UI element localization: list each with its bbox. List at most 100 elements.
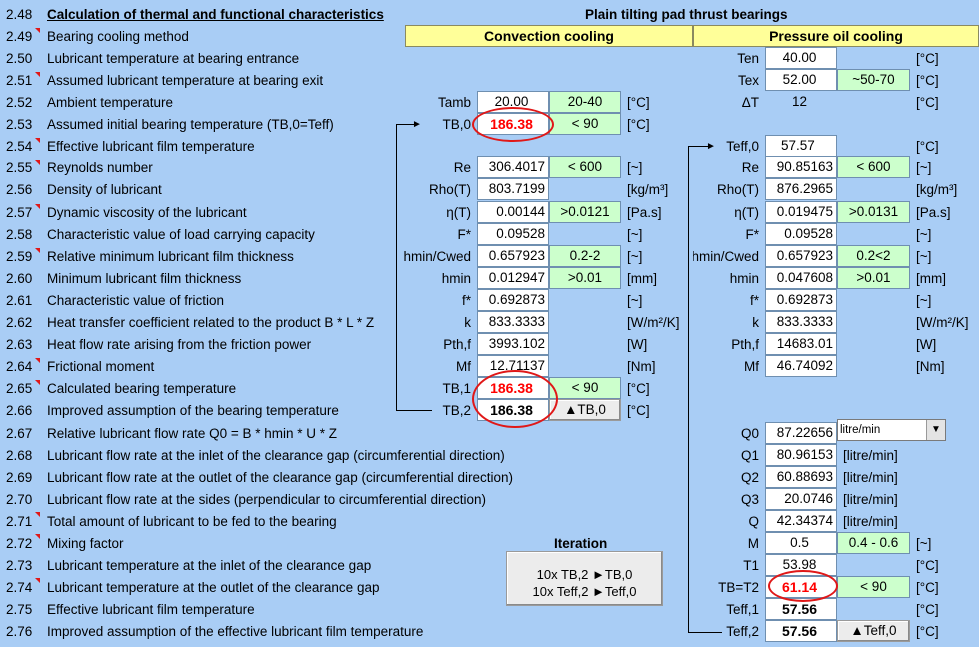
highlight-ellipse xyxy=(472,107,554,142)
press-rho-value: 876.2965 xyxy=(765,178,837,200)
teff0-value[interactable]: 57.57 xyxy=(765,135,837,157)
m-label: M xyxy=(747,536,759,551)
press-pth-value: 14683.01 xyxy=(765,333,837,355)
row-description: Ambient temperature xyxy=(47,95,174,110)
press-mf-value: 46.74092 xyxy=(765,355,837,377)
press-re-label: Re xyxy=(741,160,759,175)
ten-label: Ten xyxy=(737,51,759,66)
comment-marker-icon xyxy=(35,28,40,33)
row-description: Lubricant temperature at the outlet of t… xyxy=(47,580,380,595)
q2-value: 60.88693 xyxy=(765,466,837,488)
comment-marker-icon xyxy=(35,160,40,165)
tb2-unit: [°C] xyxy=(627,403,650,418)
tb1-range: < 90 xyxy=(549,377,621,399)
teff1-unit: [°C] xyxy=(916,602,939,617)
tex-input[interactable]: 52.00 xyxy=(765,69,837,91)
conv-k-unit: [W/m²/K] xyxy=(627,315,680,330)
t2-unit: [°C] xyxy=(916,580,939,595)
conv-eta-range: >0.0121 xyxy=(549,201,621,223)
iteration-title: Iteration xyxy=(554,536,608,551)
tamb-unit: [°C] xyxy=(627,95,650,110)
press-hmin-unit: [mm] xyxy=(916,271,946,286)
comment-marker-icon xyxy=(35,512,40,517)
row-description: Assumed lubricant temperature at bearing… xyxy=(47,73,324,88)
iteration-line-1: 10x TB,2 ►TB,0 xyxy=(536,567,633,582)
teff2-unit: [°C] xyxy=(916,624,939,639)
press-mf-unit: [Nm] xyxy=(916,359,945,374)
row-number: 2.66 xyxy=(6,403,33,418)
conv-hmin-range: >0.01 xyxy=(549,267,621,289)
q1-value: 80.96153 xyxy=(765,444,837,466)
row-description: Characteristic value of friction xyxy=(47,293,225,308)
row-description: Improved assumption of the bearing tempe… xyxy=(47,403,339,418)
press-hmincwed-label: hmin/Cwed xyxy=(693,249,759,264)
tb2-label: TB,2 xyxy=(442,403,471,418)
copy-teff2-to-teff0-button[interactable]: ▲Teff,0 xyxy=(837,620,910,642)
tamb-input[interactable]: 20.00 xyxy=(477,91,549,113)
q0-value: 87.22656 xyxy=(765,422,837,444)
press-fstar-unit: [~] xyxy=(916,293,932,308)
row-number: 2.67 xyxy=(6,426,33,441)
conv-loop-arrow-icon: ► xyxy=(412,119,422,130)
row-description: Lubricant temperature at bearing entranc… xyxy=(47,51,300,66)
comment-marker-icon xyxy=(35,204,40,209)
teff1-value: 57.56 xyxy=(765,598,837,620)
chevron-down-icon[interactable]: ▼ xyxy=(926,420,945,440)
q2-unit: [litre/min] xyxy=(843,470,898,485)
iteration-button[interactable]: 10x TB,2 ►TB,0 10x Teff,2 ►Teff,0 xyxy=(506,551,663,606)
press-hmincwed-unit: [~] xyxy=(916,249,932,264)
copy-tb2-to-tb0-button[interactable]: ▲TB,0 xyxy=(549,399,621,421)
row-description: Dynamic viscosity of the lubricant xyxy=(47,205,247,220)
row-description: Reynolds number xyxy=(47,160,153,175)
row-number: 2.76 xyxy=(6,624,33,639)
conv-fstar-label: f* xyxy=(461,293,471,308)
t1-unit: [°C] xyxy=(916,558,939,573)
comment-marker-icon xyxy=(35,534,40,539)
press-pth-unit: [W] xyxy=(916,337,937,352)
tb1-unit: [°C] xyxy=(627,381,650,396)
row-number: 2.51 xyxy=(6,73,33,88)
conv-rho-unit: [kg/m³] xyxy=(627,182,669,197)
row-description: Bearing cooling method xyxy=(47,29,189,44)
header-number: 2.48 xyxy=(6,7,33,22)
dt-unit: [°C] xyxy=(916,95,939,110)
conv-re-label: Re xyxy=(453,160,471,175)
press-loop-bottom xyxy=(688,632,722,633)
conv-fstar-value: 0.692873 xyxy=(477,289,549,311)
tex-unit: [°C] xyxy=(916,73,939,88)
press-k-value: 833.3333 xyxy=(765,311,837,333)
m-range: 0.4 - 0.6 xyxy=(837,532,910,554)
q1-label: Q1 xyxy=(740,448,759,463)
row-number: 2.53 xyxy=(6,117,33,132)
row-number: 2.49 xyxy=(6,29,33,44)
row-number: 2.60 xyxy=(6,271,33,286)
row-description: Mixing factor xyxy=(47,536,124,551)
conv-rho-value: 803.7199 xyxy=(477,178,549,200)
press-eta-range: >0.0131 xyxy=(837,201,910,223)
press-hmincwed-value: 0.657923 xyxy=(765,245,837,267)
row-number: 2.74 xyxy=(6,580,33,595)
q1-unit: [litre/min] xyxy=(843,448,898,463)
ten-input[interactable]: 40.00 xyxy=(765,47,837,69)
conv-k-value: 833.3333 xyxy=(477,311,549,333)
m-unit: [~] xyxy=(916,536,932,551)
iteration-line-2: 10x Teff,2 ►Teff,0 xyxy=(532,584,637,599)
row-number: 2.75 xyxy=(6,602,33,617)
conv-re-value: 306.4017 xyxy=(477,156,549,178)
conv-f-unit: [~] xyxy=(627,227,643,242)
row-description: Heat transfer coefficient related to the… xyxy=(47,315,375,330)
press-loop-line xyxy=(688,146,689,632)
press-fstar-label: f* xyxy=(749,293,759,308)
q3-value: 20.0746 xyxy=(765,488,837,510)
row-description: Relative minimum lubricant film thicknes… xyxy=(47,249,294,264)
row-number: 2.72 xyxy=(6,536,33,551)
press-eta-value: 0.019475 xyxy=(765,201,837,223)
row-number: 2.61 xyxy=(6,293,33,308)
conv-eta-label: η(T) xyxy=(446,205,471,220)
comment-marker-icon xyxy=(35,380,40,385)
m-input[interactable]: 0.5 xyxy=(765,532,837,554)
press-eta-unit: [Pa.s] xyxy=(916,205,951,220)
conv-hmincwed-value: 0.657923 xyxy=(477,245,549,267)
press-pth-label: Pth,f xyxy=(731,337,759,352)
flow-unit-select[interactable]: litre/min ▼ xyxy=(837,419,946,441)
